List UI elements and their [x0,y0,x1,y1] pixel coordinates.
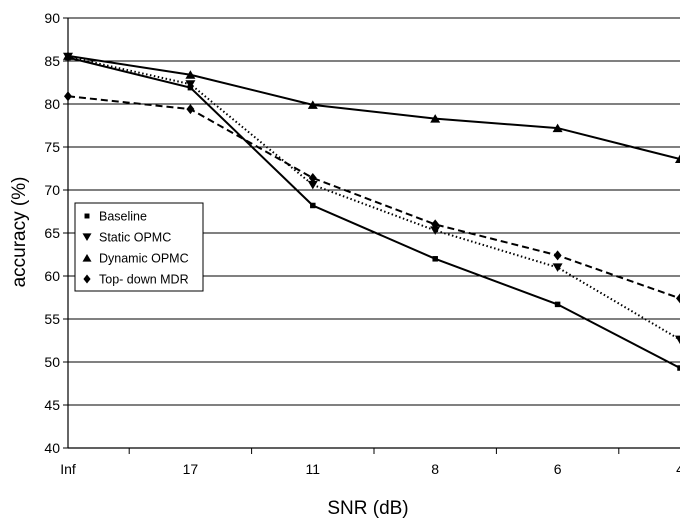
series-group [63,51,680,371]
data-point [677,365,680,371]
legend-marker [83,274,91,284]
data-point [553,250,562,261]
y-tick-label: 45 [44,397,60,413]
axes [63,17,680,454]
data-point [307,180,318,190]
series-static-opmc [63,52,680,345]
y-axis-title: accuracy (%) [9,177,30,288]
y-tick-label: 50 [44,354,60,370]
series-line [67,95,680,300]
series-line [67,55,680,341]
data-point [675,154,680,164]
x-tick-label: 8 [431,461,439,477]
y-tick-label: 60 [44,268,60,284]
x-tick-label: 6 [554,461,562,477]
data-point [185,70,196,79]
data-point [185,80,196,89]
x-tick-label: 11 [306,461,321,477]
y-tick-label: 55 [44,311,60,327]
data-point [186,104,195,115]
y-tick-label: 70 [44,182,60,198]
y-tick-label: 85 [44,53,60,69]
legend-marker [82,253,92,262]
y-tick-label: 90 [44,10,60,26]
data-point [431,219,440,230]
tick-labels: 40 45 50 55 60 65 70 75 80 85 90 Inf 17 11 8 6 4 [44,10,680,477]
y-tick-label: 65 [44,225,60,241]
legend-marker [84,213,90,219]
x-tick-label: 17 [183,461,199,477]
data-point [63,51,73,60]
x-axis-title: SNR (dB) [327,498,408,519]
series-line [67,56,680,369]
y-tick-label: 80 [44,96,60,112]
y-tick-label: 75 [44,139,60,155]
x-tick-label: Inf [60,461,76,477]
legend-label: Baseline [99,210,147,224]
series-line [67,54,680,161]
data-point [552,263,563,272]
legend-box [74,202,204,292]
data-point [676,293,680,304]
legend-marker [82,233,92,242]
data-point [675,335,680,345]
series-top-down-mdr [64,91,680,304]
legend-label: Dynamic OPMC [99,252,189,266]
data-point [310,202,316,209]
legend-label: Static OPMC [99,231,171,245]
series-dynamic-opmc [63,51,680,164]
y-tick-label: 40 [44,440,60,456]
x-tick-label: 4 [676,461,680,477]
legend: Baseline Static OPMC Dynamic OPMC Top- down… [74,202,204,292]
data-point [430,226,441,235]
data-point [554,301,561,308]
legend-label: Top- down MDR [99,273,189,287]
data-point [308,172,317,183]
data-point [432,256,438,262]
data-point [307,100,318,109]
data-point [64,91,72,102]
data-point [430,114,441,123]
data-point [552,123,563,133]
